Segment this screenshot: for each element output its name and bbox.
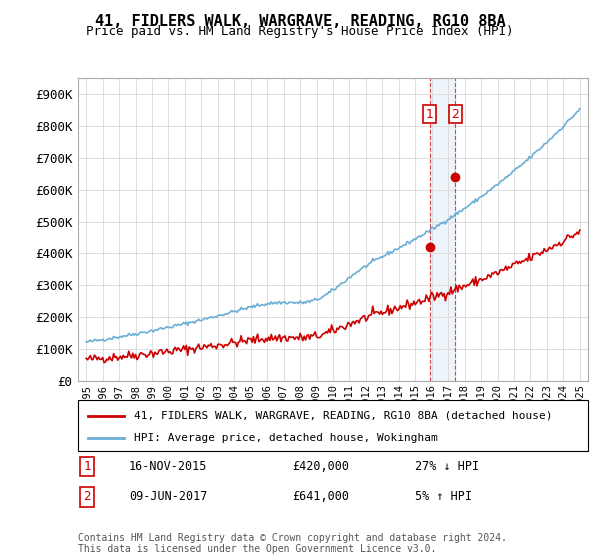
Text: £420,000: £420,000 bbox=[292, 460, 349, 473]
FancyBboxPatch shape bbox=[78, 400, 588, 451]
Text: HPI: Average price, detached house, Wokingham: HPI: Average price, detached house, Woki… bbox=[134, 433, 438, 443]
Text: 27% ↓ HPI: 27% ↓ HPI bbox=[415, 460, 479, 473]
Text: Contains HM Land Registry data © Crown copyright and database right 2024.
This d: Contains HM Land Registry data © Crown c… bbox=[78, 533, 507, 554]
Text: 16-NOV-2015: 16-NOV-2015 bbox=[129, 460, 208, 473]
Text: 1: 1 bbox=[83, 460, 91, 473]
Text: 5% ↑ HPI: 5% ↑ HPI bbox=[415, 491, 472, 503]
Text: 41, FIDLERS WALK, WARGRAVE, READING, RG10 8BA: 41, FIDLERS WALK, WARGRAVE, READING, RG1… bbox=[95, 14, 505, 29]
Text: 2: 2 bbox=[83, 491, 91, 503]
Text: 1: 1 bbox=[426, 108, 434, 121]
Text: 09-JUN-2017: 09-JUN-2017 bbox=[129, 491, 208, 503]
Text: £641,000: £641,000 bbox=[292, 491, 349, 503]
Bar bbox=[430, 78, 455, 381]
Text: Price paid vs. HM Land Registry's House Price Index (HPI): Price paid vs. HM Land Registry's House … bbox=[86, 25, 514, 38]
Text: 41, FIDLERS WALK, WARGRAVE, READING, RG10 8BA (detached house): 41, FIDLERS WALK, WARGRAVE, READING, RG1… bbox=[134, 410, 553, 421]
Text: 2: 2 bbox=[451, 108, 460, 121]
